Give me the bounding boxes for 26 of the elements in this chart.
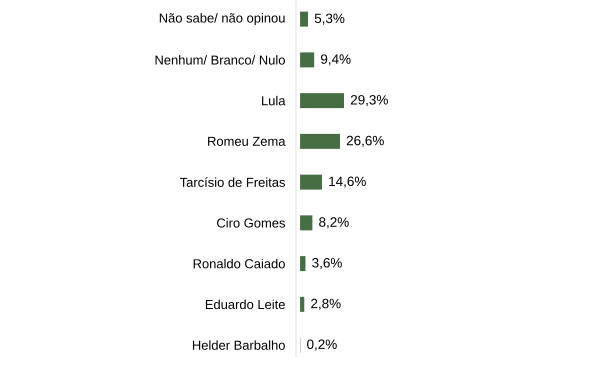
y-tick-label: Não sabe/ não opinou <box>160 13 285 26</box>
bar <box>300 134 340 149</box>
y-tick-label: Romeu Zema <box>208 136 286 146</box>
bar <box>300 93 344 108</box>
data-label: 2,8% <box>311 298 341 310</box>
data-label: 0,2% <box>307 340 337 351</box>
bar <box>300 256 306 272</box>
data-label: 3,6% <box>312 258 342 270</box>
bar <box>300 296 304 312</box>
bar <box>300 52 314 68</box>
data-label: 8,2% <box>319 217 349 228</box>
y-tick-label: Nenhum/ Branco/ Nulo <box>156 55 285 65</box>
data-label: 9,4% <box>320 54 351 66</box>
data-label: 29,3% <box>350 95 388 106</box>
y-tick-label: Lula <box>262 96 286 106</box>
y-tick-label: Tarcísio de Freitas <box>180 177 286 187</box>
bar <box>300 215 312 230</box>
data-label: 14,6% <box>329 176 366 188</box>
y-tick-label: Eduardo Leite <box>206 300 285 310</box>
bar <box>300 174 322 190</box>
data-label: 5,3% <box>314 14 344 25</box>
data-label: 26,6% <box>346 136 384 147</box>
y-tick-label: Ciro Gomes <box>217 218 286 228</box>
y-tick-label: Ronaldo Caiado <box>194 258 285 268</box>
y-tick-label: Helder Barbalho <box>192 340 285 350</box>
bar <box>300 12 308 27</box>
